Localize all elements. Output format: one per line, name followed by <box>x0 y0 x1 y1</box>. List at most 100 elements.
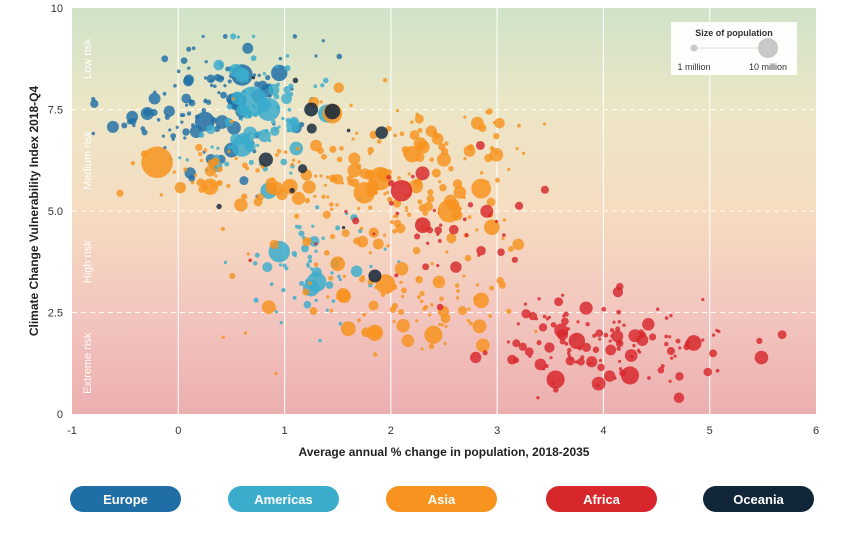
data-point <box>403 145 421 163</box>
data-point <box>286 129 290 133</box>
data-point <box>440 147 449 156</box>
size-legend: Size of population 1 million 10 million <box>671 22 797 75</box>
data-point <box>488 314 493 318</box>
data-point <box>255 168 260 173</box>
data-point <box>427 189 434 196</box>
data-point <box>368 269 382 283</box>
data-point <box>321 194 326 199</box>
data-point <box>304 102 319 117</box>
data-point <box>292 77 299 84</box>
legend-oceania-button[interactable]: Oceania <box>703 486 814 512</box>
data-point <box>314 174 318 178</box>
data-point <box>261 300 276 314</box>
data-point <box>436 152 451 167</box>
data-point <box>497 248 505 256</box>
data-point <box>176 69 181 74</box>
data-point <box>321 153 327 160</box>
data-point <box>390 179 413 202</box>
data-point <box>561 317 569 326</box>
data-point <box>612 320 616 324</box>
data-point <box>352 217 360 225</box>
data-point <box>163 105 175 117</box>
data-point <box>542 314 547 319</box>
data-point <box>438 322 442 326</box>
data-point <box>283 85 291 94</box>
data-point <box>199 158 204 163</box>
data-point <box>419 290 425 297</box>
data-point <box>289 116 299 127</box>
data-point <box>427 313 432 317</box>
data-point <box>711 333 716 337</box>
data-point <box>270 119 276 125</box>
data-point <box>475 338 490 353</box>
data-point <box>323 250 330 256</box>
data-point <box>595 329 604 338</box>
data-point <box>547 315 551 319</box>
data-point <box>216 166 223 173</box>
data-point <box>540 185 549 194</box>
data-point <box>331 299 336 303</box>
data-point <box>480 204 494 218</box>
data-point <box>368 251 372 255</box>
data-point <box>415 319 419 323</box>
data-point <box>330 207 334 211</box>
data-point <box>213 84 217 89</box>
data-point <box>410 174 415 179</box>
data-point <box>419 299 424 303</box>
data-point <box>576 320 580 324</box>
data-point <box>179 113 184 118</box>
data-point <box>554 323 569 338</box>
data-point <box>430 302 434 307</box>
data-point <box>306 123 317 134</box>
x-axis-label: Average annual % change in population, 2… <box>299 445 590 459</box>
data-point <box>511 256 518 263</box>
data-point <box>274 310 278 314</box>
data-point <box>250 55 257 62</box>
data-point <box>254 252 260 258</box>
data-point <box>554 297 564 307</box>
data-point <box>281 287 286 293</box>
data-point <box>436 303 444 311</box>
data-point <box>278 56 283 61</box>
data-point <box>168 128 172 132</box>
data-point <box>220 226 225 232</box>
scatter-chart: Low risk Medium risk High risk Extreme risk… <box>27 3 819 459</box>
data-point <box>269 239 279 250</box>
legend-europe-button[interactable]: Europe <box>70 486 181 512</box>
data-point <box>473 292 489 309</box>
data-point <box>234 198 248 212</box>
data-point <box>283 150 288 154</box>
risk-band-label: Medium risk <box>82 130 94 190</box>
series-oceania <box>216 76 388 283</box>
data-point <box>608 339 612 343</box>
data-point <box>494 117 505 129</box>
data-point <box>413 137 428 151</box>
data-point <box>186 46 192 52</box>
legend-americas-button[interactable]: Americas <box>228 486 339 512</box>
legend-africa-button[interactable]: Africa <box>546 486 657 512</box>
data-point <box>444 324 448 328</box>
data-point <box>174 181 187 194</box>
data-point <box>756 337 763 344</box>
data-points <box>90 33 787 404</box>
data-point <box>395 223 406 234</box>
data-point <box>472 319 487 334</box>
data-point <box>437 239 442 243</box>
data-point <box>253 297 259 303</box>
data-point <box>486 197 496 207</box>
legend-asia-button[interactable]: Asia <box>386 486 497 512</box>
data-point <box>268 139 272 143</box>
data-point <box>401 294 405 299</box>
data-point <box>218 61 223 66</box>
data-point <box>311 224 315 228</box>
data-point <box>121 122 128 129</box>
data-point <box>302 180 316 194</box>
data-point <box>664 316 669 320</box>
data-point <box>475 228 479 232</box>
data-point <box>220 91 228 99</box>
data-point <box>317 147 324 155</box>
data-point <box>426 241 430 245</box>
data-point <box>243 331 248 335</box>
data-point <box>487 214 492 218</box>
data-point <box>209 83 214 88</box>
